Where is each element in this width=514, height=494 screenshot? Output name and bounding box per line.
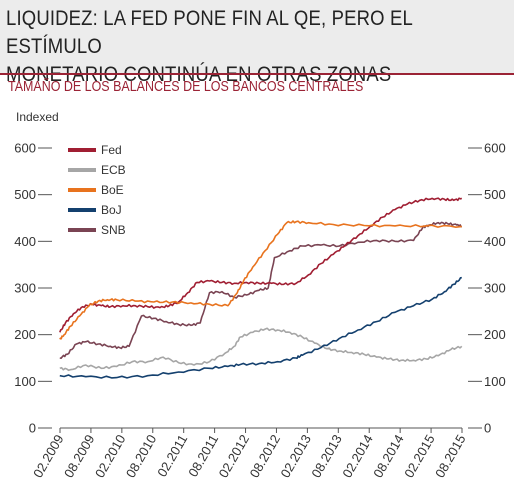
series-line-boe <box>59 220 462 340</box>
legend-swatch-boe <box>68 188 96 192</box>
y-tick-label-right: 300 <box>484 281 506 296</box>
chart-title: TAMAÑO DE LOS BALANCES DE LOS BANCOS CEN… <box>8 79 364 95</box>
legend: Fed ECB BoE BoJ SNB <box>68 143 126 237</box>
series-lines <box>59 197 463 379</box>
legend-swatch-snb <box>68 228 96 232</box>
legend-label-boe: BoE <box>101 183 124 197</box>
y-tick-label-right: 400 <box>484 234 506 249</box>
y-tick-label-right: 200 <box>484 327 506 342</box>
y-tick-label-left: 0 <box>29 421 36 436</box>
series-line-ecb <box>59 327 463 372</box>
y-tick-label-left: 600 <box>14 141 36 156</box>
y-tick-label-right: 100 <box>484 374 506 389</box>
header-band <box>0 0 514 73</box>
series-line-snb <box>59 221 463 360</box>
title-rule <box>0 73 514 75</box>
y-axis-label: Indexed <box>16 110 59 124</box>
x-tick-label: 08.2015 <box>432 432 468 480</box>
y-tick-label-right: 500 <box>484 187 506 202</box>
legend-label-ecb: ECB <box>101 163 126 177</box>
series-line-boj <box>59 276 462 379</box>
legend-swatch-fed <box>68 148 96 152</box>
x-tick-label: 08.2010 <box>123 432 159 480</box>
y-tick-label-right: 0 <box>484 421 491 436</box>
y-tick-label-left: 500 <box>14 187 36 202</box>
legend-label-fed: Fed <box>101 143 122 157</box>
y-tick-label-left: 200 <box>14 327 36 342</box>
y-tick-label-left: 400 <box>14 234 36 249</box>
series-line-fed <box>59 197 463 333</box>
y-tick-label-left: 300 <box>14 281 36 296</box>
legend-label-snb: SNB <box>101 223 126 237</box>
y-tick-label-right: 600 <box>484 141 506 156</box>
y-tick-label-left: 100 <box>14 374 36 389</box>
legend-label-boj: BoJ <box>101 203 122 217</box>
legend-swatch-boj <box>68 208 96 212</box>
legend-swatch-ecb <box>68 168 96 172</box>
